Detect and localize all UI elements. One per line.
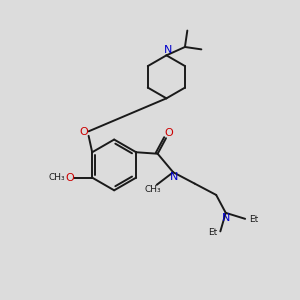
Text: CH₃: CH₃ [49,173,66,182]
Text: O: O [79,127,88,137]
Text: O: O [65,172,74,183]
Text: N: N [222,213,230,223]
Text: O: O [165,128,173,138]
Text: CH₃: CH₃ [145,185,161,194]
Text: Et: Et [208,228,218,237]
Text: N: N [169,172,178,182]
Text: Et: Et [249,215,258,224]
Text: N: N [164,45,172,55]
